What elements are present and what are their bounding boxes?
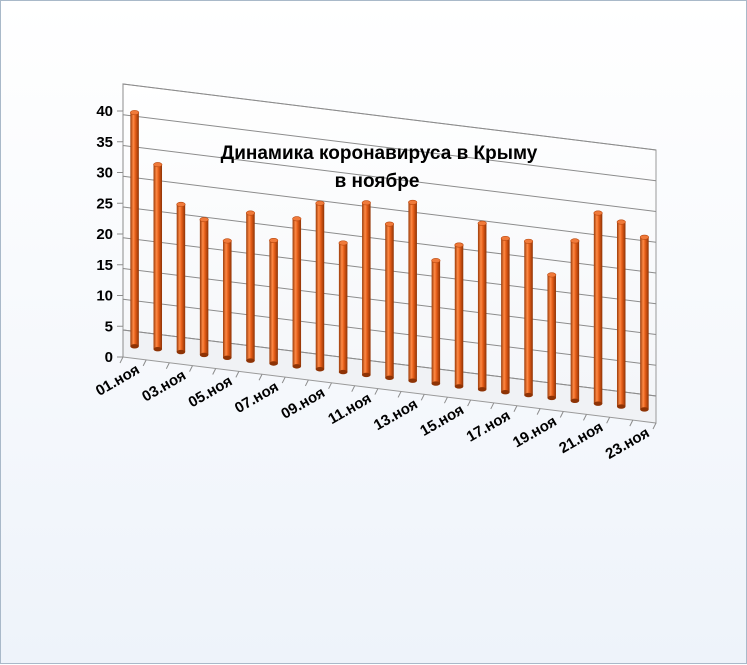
x-tick-mark — [351, 385, 356, 392]
x-tick-label: 23.ноя — [603, 424, 653, 463]
bar — [593, 210, 603, 406]
bar — [338, 240, 348, 375]
x-tick-mark — [397, 391, 402, 398]
bar — [616, 219, 626, 409]
chart-title-line-2: в ноябре — [335, 171, 420, 192]
x-tick-mark — [374, 388, 379, 395]
y-tick-label: 10 — [96, 288, 113, 305]
bar — [408, 199, 418, 383]
y-tick-label: 25 — [96, 195, 113, 212]
bar — [245, 210, 256, 363]
bar — [454, 242, 464, 389]
x-tick-mark — [536, 408, 541, 415]
bar — [384, 221, 395, 381]
x-tick-label: 11.ноя — [325, 390, 374, 428]
x-tick-mark — [652, 422, 657, 430]
x-tick-mark — [420, 394, 425, 401]
gridline — [122, 175, 657, 243]
x-tick-mark — [119, 356, 124, 364]
x-tick-mark — [165, 362, 170, 369]
bar — [361, 200, 371, 378]
x-tick-label: 07.ноя — [232, 378, 282, 417]
x-tick-mark — [281, 376, 286, 384]
chart-title-line-1: Динамика коронавируса в Крыму — [221, 143, 538, 164]
bar — [523, 238, 534, 398]
bar — [153, 162, 163, 352]
x-tick-label: 09.ноя — [278, 384, 328, 423]
x-tick-mark — [443, 396, 448, 404]
x-tick-label: 19.ноя — [510, 413, 560, 452]
x-tick-label: 17.ноя — [464, 407, 514, 446]
x-tick-mark — [142, 359, 147, 367]
bar — [269, 238, 279, 366]
x-tick-mark — [328, 382, 333, 390]
x-tick-label: 01.ноя — [93, 361, 143, 400]
x-tick-label: 13.ноя — [371, 396, 421, 435]
x-tick-mark — [490, 402, 495, 410]
gridline — [122, 83, 657, 151]
bar — [500, 235, 510, 395]
x-tick-label: 15.ноя — [417, 401, 467, 440]
y-axis-ticks: 0 5 10 15 20 25 30 35 40 — [96, 103, 123, 366]
x-tick-mark — [212, 368, 217, 375]
x-tick-mark — [583, 414, 587, 421]
y-tick-label: 5 — [105, 318, 113, 335]
x-tick-mark — [513, 405, 518, 413]
y-tick-label: 40 — [96, 103, 113, 120]
x-tick-label: 05.ноя — [186, 373, 236, 412]
x-tick-label: 21.ноя — [556, 419, 606, 458]
y-tick-label: 30 — [96, 165, 113, 182]
bar — [477, 220, 487, 392]
x-tick-mark — [606, 417, 611, 424]
x-tick-mark — [235, 371, 240, 378]
bars — [130, 110, 649, 412]
y-tick-label: 20 — [96, 226, 113, 243]
bar — [222, 238, 232, 360]
x-tick-mark — [189, 365, 193, 372]
y-tick-label: 15 — [96, 257, 113, 274]
x-tick-mark — [304, 379, 309, 387]
x-tick-mark — [559, 411, 564, 418]
bar — [130, 110, 140, 349]
bar — [431, 258, 441, 386]
bar — [570, 238, 580, 404]
x-tick-mark — [467, 399, 472, 407]
x-tick-mark — [258, 373, 263, 381]
bar — [315, 200, 325, 372]
x-tick-label: 03.ноя — [139, 367, 189, 406]
gridline — [122, 114, 657, 182]
bar — [547, 272, 557, 401]
bar — [176, 201, 186, 355]
y-tick-label: 35 — [96, 134, 113, 151]
bar — [199, 217, 209, 358]
bar — [639, 234, 649, 412]
x-tick-mark — [629, 419, 634, 427]
gridline — [122, 144, 657, 212]
bar — [292, 216, 302, 369]
y-tick-label: 0 — [105, 349, 113, 366]
